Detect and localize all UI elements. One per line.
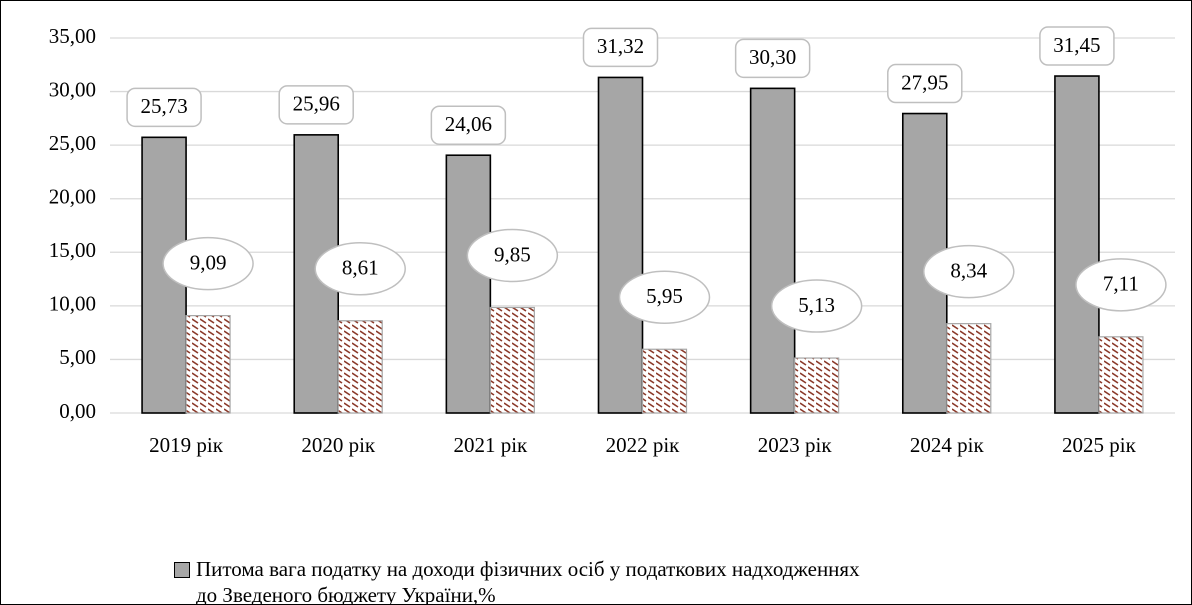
data-label-box bbox=[430, 105, 507, 145]
y-tick-label: 20,00 bbox=[49, 185, 96, 209]
data-label-box bbox=[734, 38, 811, 79]
bar bbox=[794, 357, 840, 414]
y-tick-label: 10,00 bbox=[49, 292, 96, 316]
legend-label: Питома вага податку на доходи фізичних о… bbox=[196, 557, 860, 605]
data-label-box bbox=[1075, 258, 1167, 312]
data-label: 9,09 bbox=[190, 250, 227, 274]
bar bbox=[1054, 75, 1100, 414]
bar bbox=[946, 323, 992, 414]
x-tick-label: 2020 рік bbox=[301, 433, 376, 457]
data-label: 7,11 bbox=[1103, 272, 1139, 296]
data-label-box bbox=[582, 27, 659, 68]
data-label-box bbox=[618, 270, 711, 324]
data-label: 5,13 bbox=[798, 293, 835, 317]
data-label: 31,45 bbox=[1053, 33, 1100, 57]
y-tick-label: 30,00 bbox=[49, 77, 96, 101]
data-label-box bbox=[770, 279, 863, 333]
data-label-box bbox=[887, 63, 963, 104]
y-tick-label: 35,00 bbox=[49, 24, 96, 48]
bar bbox=[641, 348, 688, 414]
data-label: 5,95 bbox=[646, 284, 683, 308]
data-label: 27,95 bbox=[901, 70, 948, 94]
data-label: 25,73 bbox=[140, 94, 187, 118]
bar bbox=[597, 76, 644, 414]
x-tick-label: 2021 рік bbox=[453, 433, 528, 457]
x-tick-label: 2022 рік bbox=[606, 433, 681, 457]
legend-key bbox=[174, 562, 190, 578]
data-label: 24,06 bbox=[445, 112, 492, 136]
data-label-box bbox=[1039, 26, 1115, 66]
data-label: 8,34 bbox=[950, 258, 987, 282]
bar bbox=[489, 306, 535, 414]
data-label-box bbox=[314, 242, 406, 296]
y-tick-label: 5,00 bbox=[59, 345, 96, 369]
bar bbox=[185, 315, 231, 414]
y-tick-label: 15,00 bbox=[49, 238, 96, 262]
x-tick-label: 2024 рік bbox=[910, 433, 985, 457]
data-label-box bbox=[278, 85, 354, 125]
data-label-box bbox=[162, 236, 254, 291]
y-tick-label: 0,00 bbox=[59, 399, 96, 423]
bar bbox=[1098, 336, 1144, 414]
data-label-box bbox=[126, 87, 202, 128]
bar bbox=[337, 320, 383, 414]
x-tick-label: 2019 рік bbox=[149, 433, 224, 457]
data-label: 25,96 bbox=[293, 92, 340, 116]
bar bbox=[749, 87, 796, 414]
data-label: 9,85 bbox=[494, 242, 531, 266]
data-label-box bbox=[923, 244, 1015, 299]
y-tick-label: 25,00 bbox=[49, 131, 96, 155]
x-tick-label: 2023 рік bbox=[758, 433, 833, 457]
bar bbox=[445, 154, 492, 414]
data-label-box bbox=[466, 228, 559, 283]
data-label: 30,30 bbox=[749, 45, 796, 69]
data-label: 8,61 bbox=[342, 256, 379, 280]
legend: Питома вага податку на доходи фізичних о… bbox=[174, 556, 874, 605]
data-label: 31,32 bbox=[597, 34, 644, 58]
x-tick-label: 2025 рік bbox=[1062, 433, 1137, 457]
